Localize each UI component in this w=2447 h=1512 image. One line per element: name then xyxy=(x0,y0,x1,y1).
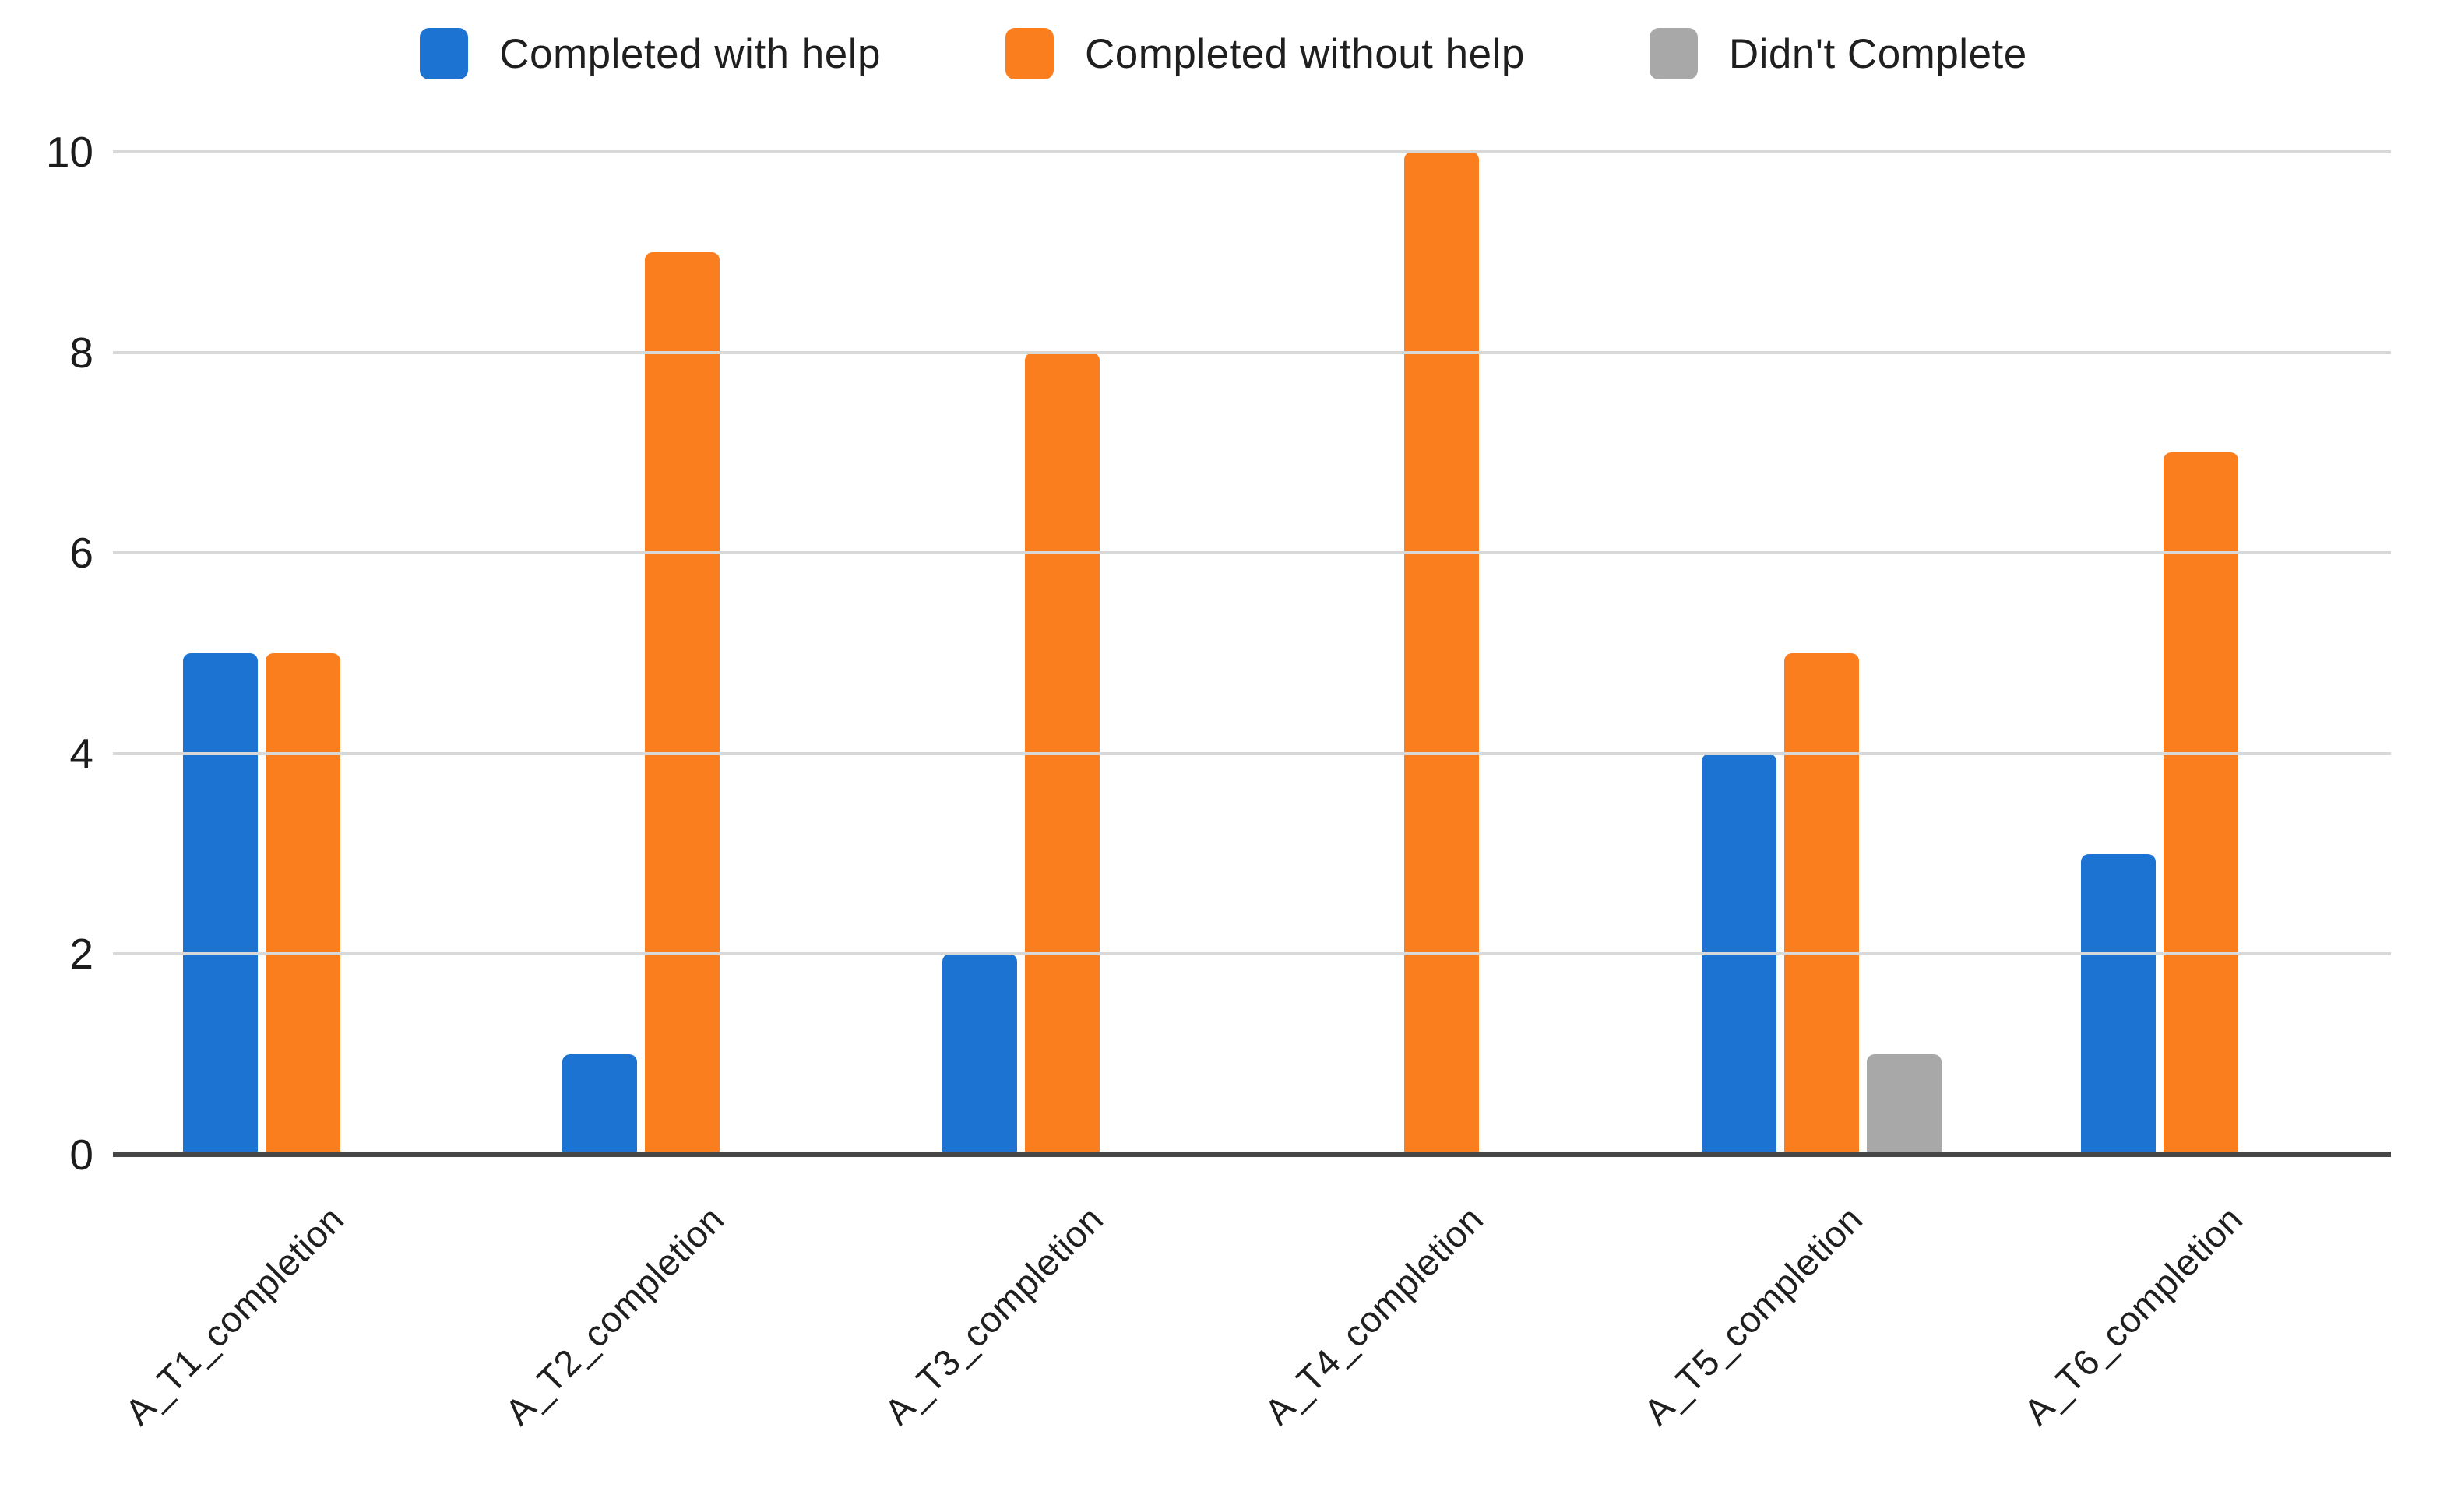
legend-item: Didn't Complete xyxy=(1649,28,2027,79)
gridline xyxy=(113,551,2391,555)
legend-label: Completed without help xyxy=(1084,30,1525,77)
bar-group xyxy=(872,152,1252,1155)
legend-swatch-icon xyxy=(1005,28,1054,79)
legend-swatch-icon xyxy=(420,28,469,79)
bar xyxy=(562,1054,638,1155)
bar xyxy=(182,653,258,1155)
bar xyxy=(1404,152,1480,1155)
y-axis-tick-label: 6 xyxy=(69,529,93,578)
bar xyxy=(265,653,340,1155)
chart-legend: Completed with help Completed without hel… xyxy=(0,28,2447,79)
bar-group xyxy=(1252,152,1632,1155)
gridline xyxy=(113,350,2391,354)
bar xyxy=(1866,1054,1942,1155)
gridline xyxy=(113,150,2391,153)
bar-groups xyxy=(113,152,2391,1155)
bar xyxy=(645,251,720,1155)
x-axis-label: A_T6_completion xyxy=(2016,1197,2251,1433)
legend-label: Completed with help xyxy=(499,30,881,77)
bar-group xyxy=(113,152,493,1155)
legend-item: Completed without help xyxy=(1005,28,1525,79)
y-axis-tick-label: 2 xyxy=(69,930,93,979)
legend-item: Completed with help xyxy=(420,28,881,79)
plot-area: 0 2 4 6 8 10 xyxy=(46,128,2391,1178)
y-axis-tick-label: 4 xyxy=(69,729,93,778)
legend-swatch-icon xyxy=(1649,28,1698,79)
x-axis-label: A_T1_completion xyxy=(117,1197,352,1433)
legend-label: Didn't Complete xyxy=(1728,30,2027,77)
x-axis-label: A_T4_completion xyxy=(1256,1197,1491,1433)
bar xyxy=(942,954,1017,1155)
gridline xyxy=(113,952,2391,956)
bar-group xyxy=(493,152,873,1155)
x-axis-labels: A_T1_completion A_T2_completion A_T3_compl… xyxy=(113,1197,2391,1512)
y-axis-tick-label: 0 xyxy=(69,1130,93,1179)
bar xyxy=(2164,452,2239,1155)
bar-group xyxy=(1632,152,2012,1155)
x-axis-label: A_T5_completion xyxy=(1635,1197,1871,1433)
x-axis-label: A_T3_completion xyxy=(876,1197,1111,1433)
bar xyxy=(1783,653,1859,1155)
y-axis-tick-label: 8 xyxy=(69,328,93,377)
bar-group xyxy=(2012,152,2392,1155)
bar xyxy=(2081,853,2157,1155)
y-axis-tick-label: 10 xyxy=(45,128,93,176)
gridline xyxy=(113,751,2391,755)
x-axis-line xyxy=(113,1152,2391,1157)
x-axis-label: A_T2_completion xyxy=(497,1197,732,1433)
